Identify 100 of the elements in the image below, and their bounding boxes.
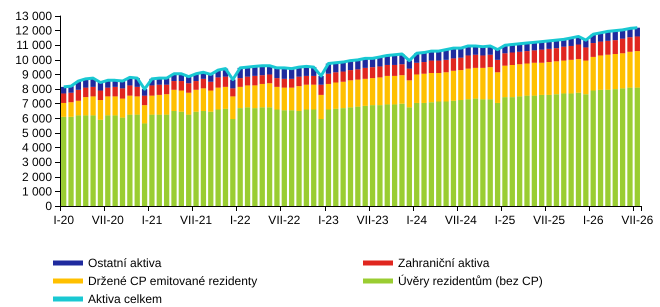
bar xyxy=(532,50,538,63)
bar xyxy=(83,115,88,206)
bar xyxy=(105,115,110,206)
bar xyxy=(178,81,184,91)
bar xyxy=(634,36,640,52)
bar xyxy=(61,93,66,103)
bar xyxy=(362,78,368,106)
bar xyxy=(120,88,126,99)
bar xyxy=(406,80,412,108)
bar xyxy=(142,96,148,106)
legend-label: Úvěry rezidentům (bez CP) xyxy=(398,274,543,288)
bar xyxy=(348,80,354,108)
bar xyxy=(120,118,126,206)
bar xyxy=(348,70,354,80)
bar xyxy=(208,82,214,91)
bar xyxy=(392,76,398,104)
bar xyxy=(443,72,449,102)
bar xyxy=(392,104,398,206)
bar xyxy=(414,62,420,74)
bar xyxy=(384,64,390,76)
bar xyxy=(458,70,464,100)
bar xyxy=(406,60,412,69)
bar xyxy=(598,90,604,206)
bar xyxy=(517,96,522,206)
bar xyxy=(488,67,493,100)
bar xyxy=(414,74,420,103)
bar xyxy=(436,102,442,206)
bar xyxy=(510,64,515,98)
bar xyxy=(494,102,500,206)
bar xyxy=(458,58,464,70)
x-tick-label: I-26 xyxy=(582,213,604,227)
legend-label: Aktiva celkem xyxy=(88,292,162,306)
bar xyxy=(222,86,228,109)
bar xyxy=(612,40,618,54)
bar xyxy=(252,85,258,108)
bar xyxy=(200,78,206,88)
bar xyxy=(340,82,346,108)
bar xyxy=(304,84,310,110)
bar xyxy=(480,55,486,68)
bar xyxy=(266,107,272,206)
bar xyxy=(61,86,66,94)
line-series xyxy=(62,26,639,91)
bar xyxy=(605,40,611,55)
bar xyxy=(171,90,177,111)
bar xyxy=(414,102,420,206)
bar xyxy=(561,60,566,94)
y-tick-label: 11 000 xyxy=(16,38,52,52)
bar xyxy=(532,96,538,206)
bar xyxy=(90,96,96,116)
bar xyxy=(348,107,354,206)
bar xyxy=(450,58,456,71)
bar xyxy=(362,106,368,206)
bar xyxy=(134,96,140,115)
bar xyxy=(326,110,332,206)
bar xyxy=(502,97,508,206)
bar xyxy=(238,86,243,108)
y-tick-label: 12 000 xyxy=(15,24,52,38)
bar xyxy=(494,72,500,103)
bar xyxy=(112,115,118,206)
x-tick-label: VII-21 xyxy=(180,213,212,227)
bar xyxy=(274,110,280,206)
bar xyxy=(627,52,633,88)
bar xyxy=(244,107,250,206)
bar xyxy=(61,116,66,206)
bar xyxy=(193,112,199,206)
bar xyxy=(370,67,376,78)
bar xyxy=(488,54,493,68)
bar xyxy=(524,51,530,64)
bar xyxy=(311,76,316,85)
bar xyxy=(443,60,449,72)
bar xyxy=(98,90,104,100)
legend-label: Ostatní aktiva xyxy=(88,256,162,270)
bar xyxy=(598,42,604,56)
y-tick-label: 9 000 xyxy=(22,67,52,82)
bar xyxy=(230,96,236,120)
y-tick-label: 1 000 xyxy=(22,184,52,198)
bar xyxy=(318,84,324,95)
bar xyxy=(355,69,360,80)
bar xyxy=(296,86,302,111)
y-tick-label: 2 000 xyxy=(22,170,52,184)
bar xyxy=(238,108,243,206)
bar xyxy=(230,119,236,206)
bar xyxy=(83,97,88,116)
bar xyxy=(370,78,376,106)
bar xyxy=(222,108,228,206)
bar xyxy=(164,114,170,206)
bar xyxy=(554,94,560,206)
bar xyxy=(171,111,177,206)
x-tick-label: I-20 xyxy=(53,213,74,227)
bar xyxy=(193,81,199,90)
bar xyxy=(355,80,360,107)
bar xyxy=(215,110,221,206)
bar xyxy=(524,64,530,96)
bar xyxy=(384,104,390,206)
bar xyxy=(406,68,412,80)
bar xyxy=(127,96,133,115)
bar xyxy=(208,112,214,206)
bar xyxy=(510,97,515,206)
bar xyxy=(127,85,133,96)
bar xyxy=(561,46,566,61)
